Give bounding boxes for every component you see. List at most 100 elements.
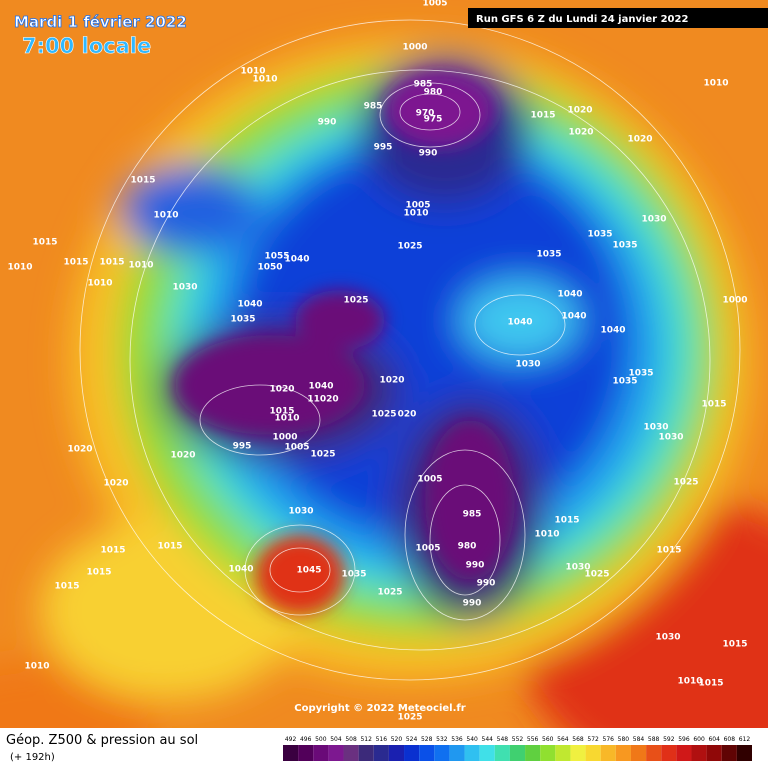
isobar-label: 1045 bbox=[296, 566, 321, 576]
isobar-label: 990 bbox=[419, 149, 438, 159]
isobar-label: 1040 bbox=[228, 565, 253, 575]
isobar-label: 1025 bbox=[310, 450, 335, 460]
isobar-label: 1020 bbox=[67, 445, 92, 455]
scale-label: 576 bbox=[603, 736, 615, 743]
isobars bbox=[79, 19, 741, 681]
isobar-label: 1020 bbox=[269, 385, 294, 395]
scale-label: 608 bbox=[724, 736, 736, 743]
isobar-label: 995 bbox=[374, 143, 393, 153]
isobar-label: 985 bbox=[463, 510, 482, 520]
isobar-label: 1035 bbox=[230, 315, 255, 325]
isobar-label: 1040 bbox=[237, 300, 262, 310]
date: Mardi 1 février 2022 bbox=[14, 13, 187, 31]
scale-swatch bbox=[540, 745, 556, 761]
isobar-label: 1010 bbox=[252, 75, 277, 85]
isobar-label: 1035 bbox=[341, 570, 366, 580]
scale-swatch bbox=[358, 745, 374, 761]
isobar-label: 1020 bbox=[103, 479, 128, 489]
scale-label: 568 bbox=[572, 736, 584, 743]
scale-label: 492 bbox=[285, 736, 297, 743]
height-field bbox=[0, 40, 768, 768]
isobar-label: 1035 bbox=[536, 250, 561, 260]
isobar-label: 1015 bbox=[530, 111, 555, 121]
scale-swatch bbox=[706, 745, 722, 761]
isobar-label: 1010 bbox=[240, 67, 265, 77]
scale-label: 496 bbox=[300, 736, 312, 743]
isobar-label: 995 bbox=[233, 442, 252, 452]
scale-label: 548 bbox=[497, 736, 509, 743]
scale-label: 604 bbox=[708, 736, 720, 743]
scale-label: 532 bbox=[436, 736, 448, 743]
scale-swatch bbox=[343, 745, 359, 761]
scale-swatch bbox=[479, 745, 495, 761]
isobar-label: 1005 bbox=[417, 475, 442, 485]
isobar-label: 1010 bbox=[7, 263, 32, 273]
isobar-label: 1015 bbox=[722, 640, 747, 650]
isobar-label: 1015 bbox=[269, 407, 294, 417]
isobar-label: 1015 bbox=[54, 582, 79, 592]
scale-label: 596 bbox=[678, 736, 690, 743]
scale-label: 524 bbox=[406, 736, 418, 743]
scale-swatch bbox=[434, 745, 450, 761]
isobar-label: 990 bbox=[466, 561, 485, 571]
scale-swatch bbox=[509, 745, 526, 761]
isobar-label: 1030 bbox=[515, 360, 540, 370]
scale-label: 528 bbox=[421, 736, 433, 743]
scale-label: 500 bbox=[315, 736, 327, 743]
scale-label: 556 bbox=[527, 736, 539, 743]
isobar-label: 970 bbox=[416, 109, 435, 119]
isobar-label: 1015 bbox=[63, 258, 88, 268]
isobar-label: 1020 bbox=[627, 135, 652, 145]
scale-swatch bbox=[373, 745, 389, 761]
scale-swatch bbox=[585, 745, 601, 761]
isobar-label: 1005 bbox=[422, 0, 447, 9]
isobar-label: 1015 bbox=[32, 238, 57, 248]
scale-swatch bbox=[691, 745, 707, 761]
isobar-label: 1015 bbox=[100, 546, 125, 556]
scale-swatch bbox=[661, 745, 677, 761]
scale-swatch bbox=[464, 745, 480, 761]
isobar-label: 1015 bbox=[157, 542, 182, 552]
isobar-label: 1025 bbox=[397, 242, 422, 252]
scale-swatch bbox=[721, 745, 737, 761]
isobar-label: 1040 bbox=[507, 318, 532, 328]
isobar-label: 1025 bbox=[673, 478, 698, 488]
scale-swatch bbox=[298, 745, 314, 761]
scale-swatch bbox=[404, 745, 420, 761]
scale-label: 544 bbox=[482, 736, 494, 743]
isobar-label: 1000 bbox=[272, 433, 297, 443]
isobar-label: 1020 bbox=[567, 106, 592, 116]
isobar-label: 1010 bbox=[703, 79, 728, 89]
isobar-label: 1010 bbox=[534, 530, 559, 540]
isobar-label: 1030 bbox=[655, 633, 680, 643]
scale-label: 584 bbox=[633, 736, 645, 743]
scale-swatch bbox=[494, 745, 510, 761]
isobar-label: 1030 bbox=[641, 215, 666, 225]
scale-label: 504 bbox=[330, 736, 342, 743]
isobar-label: 020 bbox=[398, 410, 417, 420]
isobar-label: 1030 bbox=[658, 433, 683, 443]
scale-swatch bbox=[676, 745, 692, 761]
scale-label: 592 bbox=[663, 736, 675, 743]
isobar-label: 1050 bbox=[257, 263, 282, 273]
isobar-label: 1030 bbox=[172, 283, 197, 293]
scale-swatch bbox=[419, 745, 435, 761]
isobar-label: 980 bbox=[424, 88, 443, 98]
isobar-label: 1015 bbox=[130, 176, 155, 186]
isobar-label: 1010 bbox=[677, 677, 702, 687]
isobar-label: 1015 bbox=[656, 546, 681, 556]
scale-label: 580 bbox=[618, 736, 630, 743]
scale-swatch bbox=[388, 745, 405, 761]
scale-swatch bbox=[630, 745, 647, 761]
scale-label: 508 bbox=[345, 736, 357, 743]
isobar-label: 1010 bbox=[87, 279, 112, 289]
isobar-label: 1040 bbox=[308, 382, 333, 392]
scale-swatch bbox=[736, 745, 752, 761]
run-info: Run GFS 6 Z du Lundi 24 janvier 2022 bbox=[476, 14, 688, 25]
scale-label: 572 bbox=[587, 736, 599, 743]
scale-label: 600 bbox=[693, 736, 705, 743]
isobar-label: 980 bbox=[458, 542, 477, 552]
